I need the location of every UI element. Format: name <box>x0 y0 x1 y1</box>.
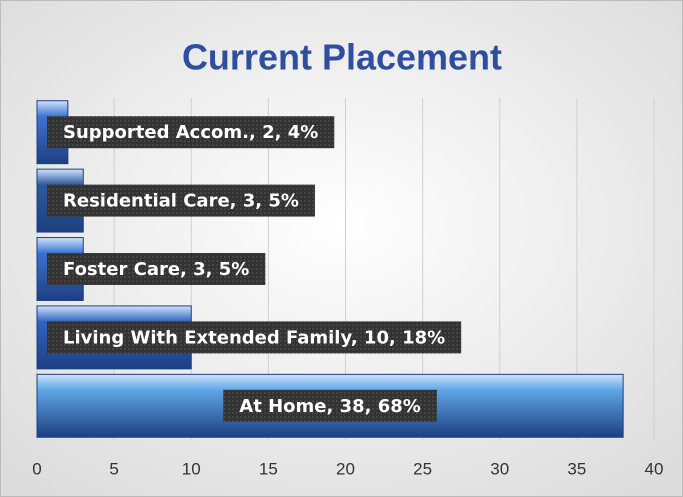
x-tick-label: 40 <box>645 459 664 478</box>
x-tick-label: 35 <box>567 459 586 478</box>
x-tick-label: 25 <box>413 459 432 478</box>
chart-title: Current Placement <box>182 37 502 78</box>
data-label: At Home, 38, 68% <box>239 396 421 417</box>
data-label-box <box>47 116 335 149</box>
x-tick-label: 20 <box>336 459 355 478</box>
x-tick-label: 10 <box>182 459 201 478</box>
x-tick-label: 5 <box>109 459 118 478</box>
data-label-box <box>47 184 315 217</box>
data-label: Supported Accom., 2, 4% <box>63 122 318 143</box>
x-tick-label: 0 <box>32 459 41 478</box>
data-label-box <box>47 321 462 354</box>
data-label: Living With Extended Family, 10, 18% <box>63 327 445 348</box>
x-tick-label: 15 <box>259 459 278 478</box>
x-tick-label: 30 <box>490 459 509 478</box>
data-label: Foster Care, 3, 5% <box>63 259 249 280</box>
data-label-box <box>223 389 437 422</box>
data-label-box <box>47 253 266 285</box>
data-label: Residential Care, 3, 5% <box>63 191 299 212</box>
